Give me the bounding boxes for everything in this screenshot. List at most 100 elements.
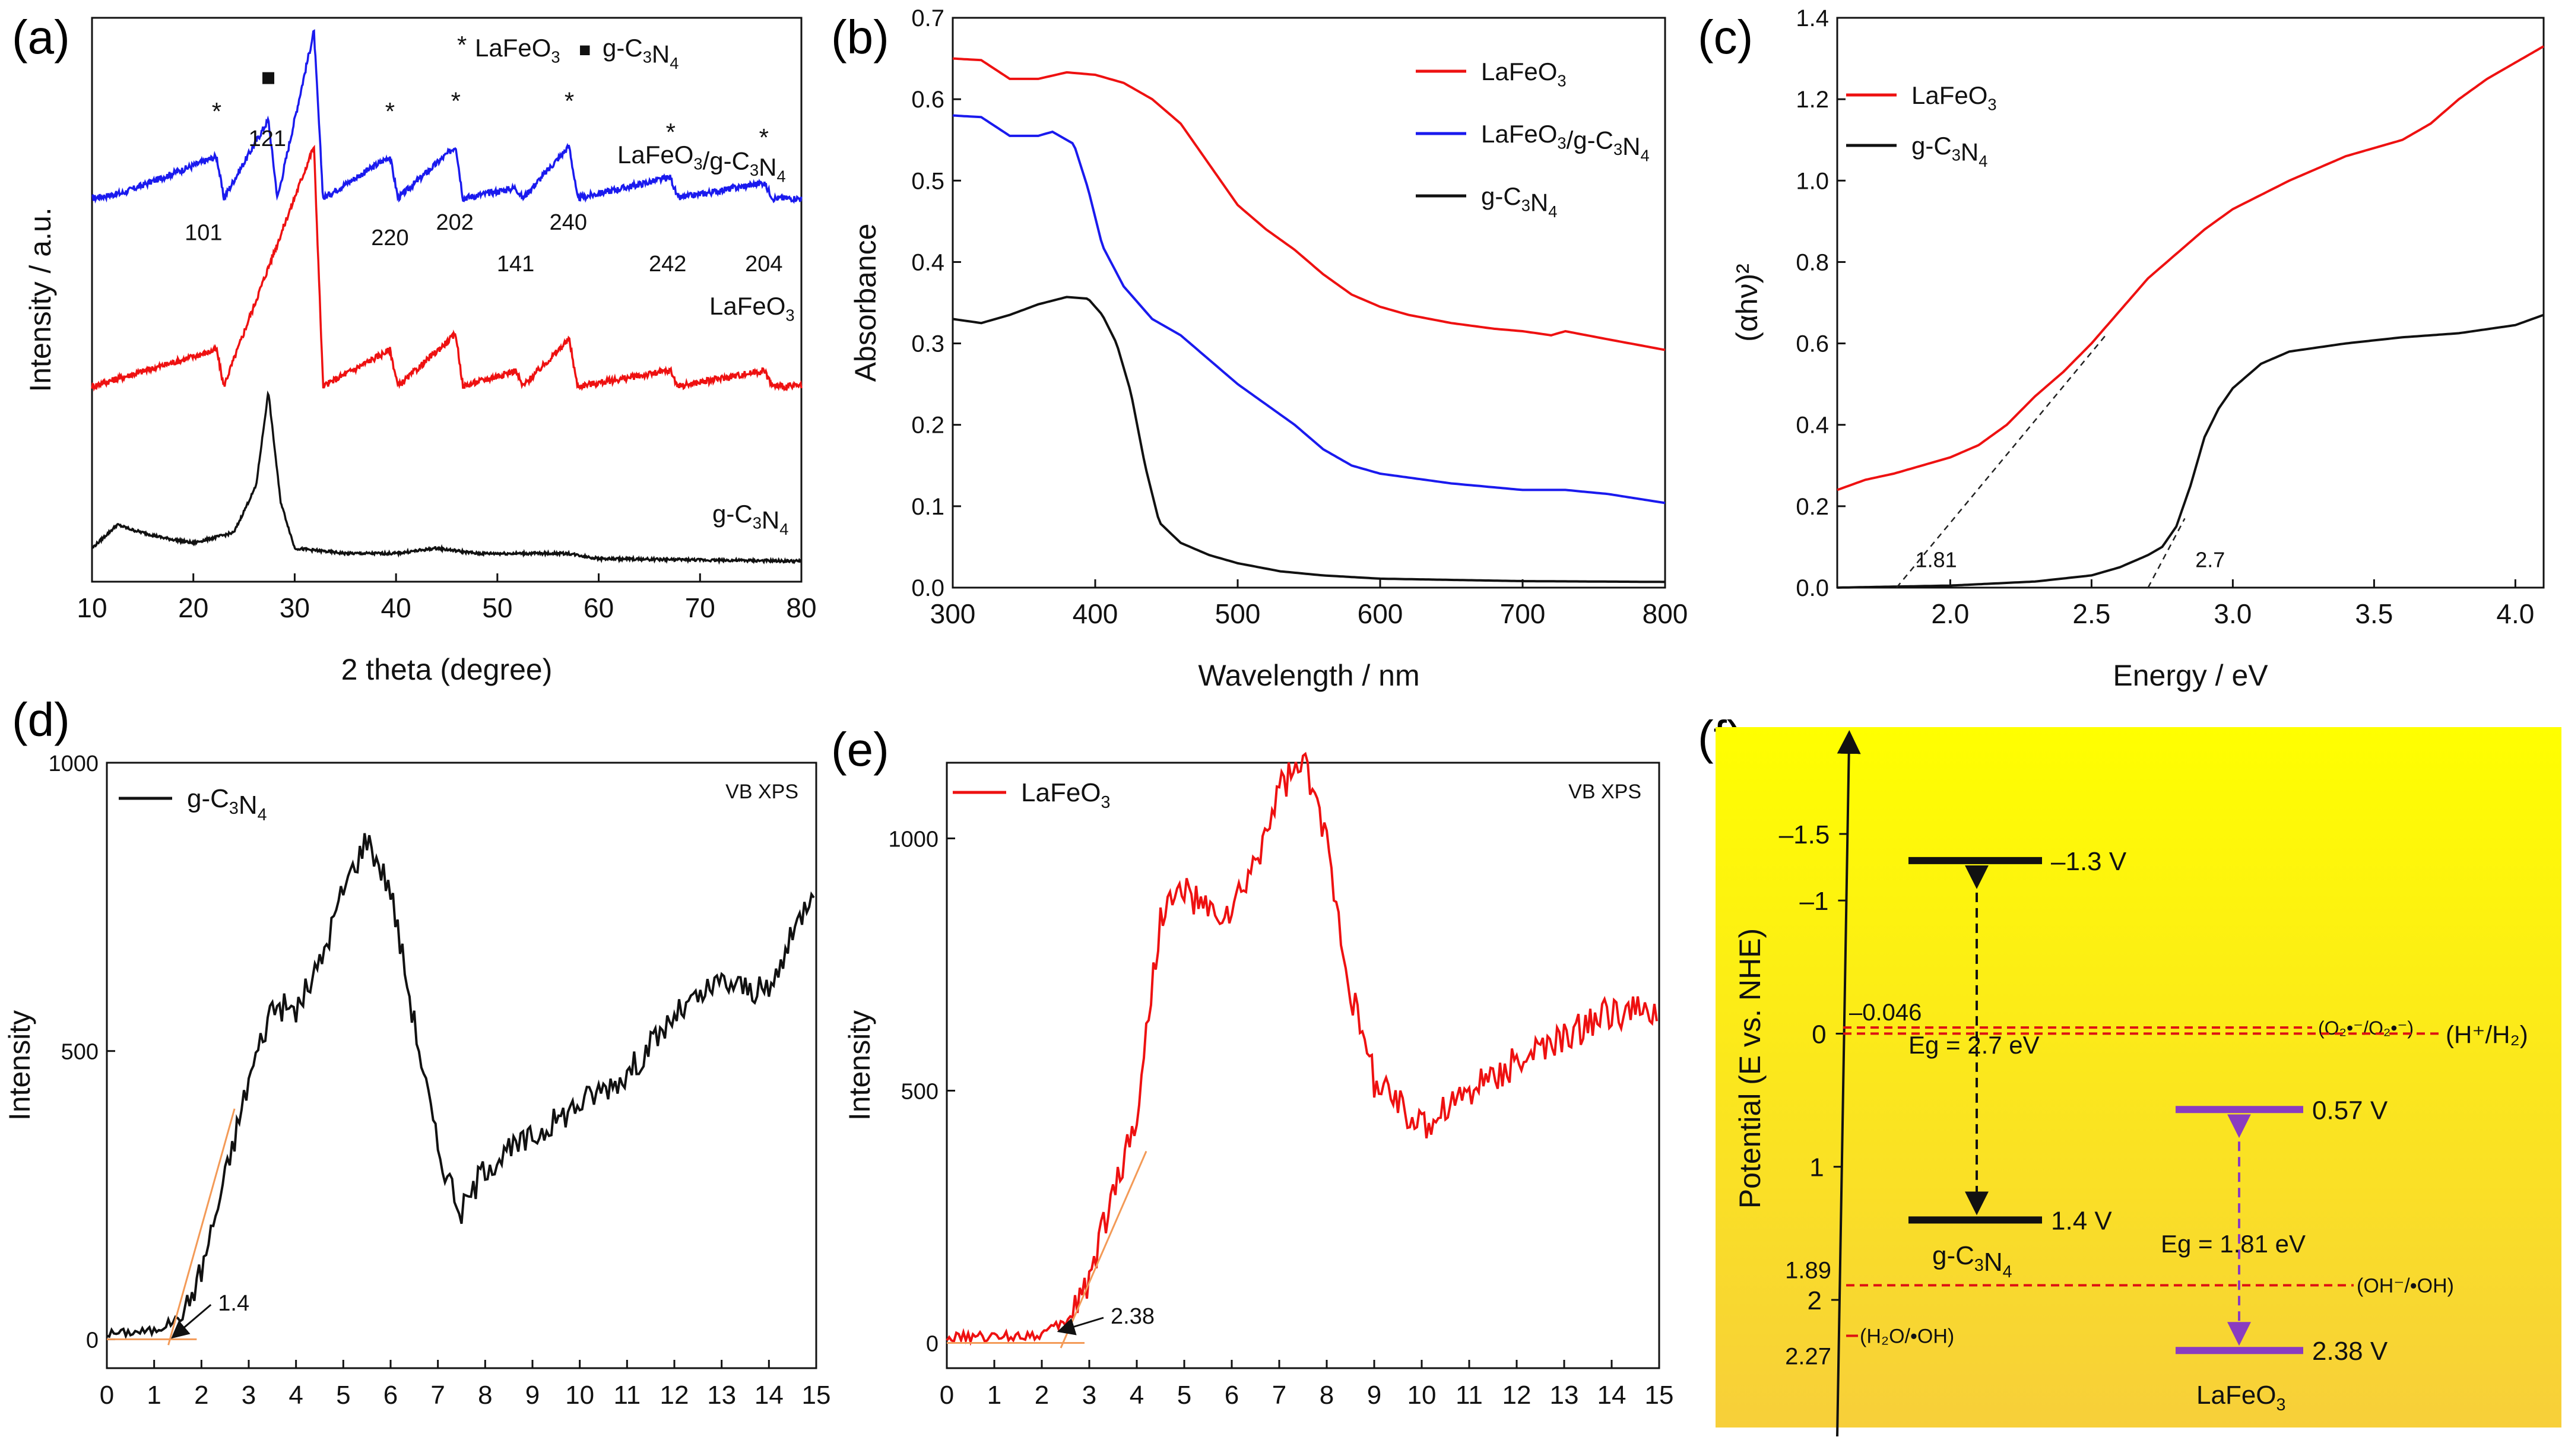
- x-axis-ticklabel: 10: [565, 1381, 594, 1410]
- x-axis-ticklabel: 13: [1550, 1381, 1579, 1410]
- peak-label-101: 101: [185, 220, 222, 245]
- peak-star-marker: *: [385, 97, 395, 125]
- label-lafeo3: LaFeO3: [709, 292, 795, 325]
- tangent-line: [2147, 518, 2186, 588]
- x-axis-ticklabel: 6: [1225, 1381, 1239, 1410]
- y-axis-ticklabel: 0.4: [911, 249, 944, 275]
- x-axis-ticklabel: 0: [940, 1381, 954, 1410]
- x-axis-ticklabel: 0: [100, 1381, 114, 1410]
- peak-star-marker: *: [212, 97, 221, 125]
- peak-label-202: 202: [436, 210, 473, 235]
- y-axis-ticklabel: 0: [86, 1328, 99, 1353]
- y-axis-label: Absorbance: [849, 224, 882, 382]
- y-axis-ticklabel: 0: [926, 1332, 939, 1357]
- x-axis-ticklabel: 4.0: [2496, 598, 2534, 629]
- y-axis-ticklabel: 0.0: [1796, 575, 1829, 601]
- y-axis-ticklabel: 500: [901, 1080, 939, 1105]
- y-axis-ticklabel: 0.1: [911, 494, 944, 520]
- x-axis-ticklabel: 10: [1407, 1381, 1437, 1410]
- x-axis-ticklabel: 2: [1035, 1381, 1049, 1410]
- legend-label-LaFeO3/g-C3N4: LaFeO3/g-C3N4: [1481, 120, 1650, 165]
- y-axis-ticklabel: 0.2: [911, 413, 944, 439]
- y-axis-ticklabel: 0.6: [911, 87, 944, 113]
- y-axis-ticklabel: 0.8: [1796, 249, 1829, 275]
- y-ticklabel: 2: [1807, 1286, 1821, 1315]
- diagram-background: [1716, 727, 2561, 1428]
- x-axis-ticklabel: 15: [802, 1381, 831, 1410]
- tangent-label-2.7: 2.7: [2195, 548, 2225, 572]
- series-line-g-C3N4: [1837, 313, 2544, 589]
- y-axis-ticklabel: 0.4: [1796, 413, 1829, 439]
- chart-d-vb-xps-gcn: 012345678910111213141505001000Energy / e…: [3, 751, 831, 1410]
- x-axis-ticklabel: 4: [1130, 1381, 1144, 1410]
- peak-star-marker: *: [309, 0, 319, 10]
- onset-label: 1.4: [218, 1291, 249, 1316]
- x-axis-ticklabel: 80: [786, 592, 816, 623]
- y-axis-ticklabel: 0.2: [1796, 494, 1829, 520]
- peak-square-marker: [262, 72, 275, 84]
- y-axis-ticklabel: 1.4: [1796, 5, 1829, 31]
- tangent-fit-line: [1060, 1150, 1147, 1349]
- y-axis-label: Intensity / a.u.: [24, 207, 57, 392]
- gcn-vb-label: 1.4 V: [2051, 1206, 2112, 1235]
- x-axis-ticklabel: 12: [1502, 1381, 1532, 1410]
- chart-c-tauc: 2.0 2.5 3.0 3.5 4.0 0.0 0.2 0.4 0.6 0.8 1.0 1.2 1.4 E…: [1730, 5, 2545, 692]
- axes-frame: [91, 17, 803, 583]
- tangent-fit-line: [167, 1108, 236, 1346]
- legend-gcn-label: g-C3N4: [603, 34, 678, 72]
- tick-label-1-89: 1.89: [1785, 1257, 1831, 1283]
- series-line-LaFeO3: [952, 57, 1666, 351]
- y-axis-ticklabel: 0.7: [911, 5, 944, 31]
- peak-star-marker: *: [759, 123, 769, 151]
- tangent-line: [1895, 335, 2107, 588]
- x-axis-ticklabel: 7: [430, 1381, 445, 1410]
- series-line-g-C3N4: [106, 833, 815, 1340]
- label-composite: LaFeO3/g-C3N4: [617, 141, 786, 186]
- redox-label-o2: (O₂•⁻/O₂•⁻): [2318, 1017, 2414, 1039]
- x-axis-ticklabel: 600: [1358, 598, 1403, 629]
- y-axis-ticklabel: 0.3: [911, 331, 944, 357]
- peak-label-121: 121: [249, 126, 286, 151]
- panel-label-d: (d): [12, 693, 70, 746]
- panel-label-b: (b): [831, 11, 889, 64]
- x-axis-ticklabel: 1: [987, 1381, 1001, 1410]
- y-axis-ticklabel: 1000: [888, 827, 939, 852]
- axes-frame: [1836, 17, 2545, 589]
- x-axis-ticklabel: 3: [1082, 1381, 1096, 1410]
- peak-label-204: 204: [745, 252, 782, 277]
- x-axis-ticklabel: 400: [1073, 598, 1118, 629]
- x-axis-ticklabel: 800: [1643, 598, 1688, 629]
- chart-b-absorbance: 300 400 500 600 700 800 0.0 0.1 0.2 0.3 0.4 0.5 0.6 0…: [849, 5, 1688, 692]
- y-ticklabel: –1: [1799, 887, 1828, 916]
- x-axis-ticklabel: 30: [280, 592, 310, 623]
- legend-label: g-C3N4: [187, 784, 267, 824]
- redox-label-h2: (H⁺/H₂): [2446, 1020, 2528, 1048]
- lafeo3-vb-label: 2.38 V: [2312, 1337, 2388, 1366]
- x-axis-ticklabel: 5: [1177, 1381, 1191, 1410]
- y-axis-ticklabel: 1.2: [1796, 87, 1829, 113]
- panel-label-c: (c): [1698, 11, 1753, 64]
- y-axis-ticklabel: 0.0: [911, 575, 944, 601]
- x-axis-label: 2 theta (degree): [341, 653, 553, 686]
- gcn-cb-label: –1.3 V: [2051, 847, 2127, 876]
- series-line-LaFeO3: [91, 144, 803, 392]
- x-axis-ticklabel: 700: [1500, 598, 1546, 629]
- panel-label-a: (a): [12, 11, 70, 64]
- y-axis-label: Potential (E vs. NHE): [1733, 928, 1767, 1208]
- onset-label: 2.38: [1111, 1304, 1155, 1329]
- x-axis-ticklabel: 7: [1272, 1381, 1286, 1410]
- x-axis-ticklabel: 11: [613, 1381, 641, 1410]
- x-axis-label: Energy / eV: [2113, 659, 2268, 692]
- redox-label-oh: (OH⁻/•OH): [2357, 1274, 2454, 1297]
- chart-e-vb-xps-lafeo3: 012345678910111213141505001000Energy / e…: [843, 751, 1673, 1410]
- series-line-g-C3N4: [91, 390, 803, 565]
- x-axis-ticklabel: 60: [584, 592, 614, 623]
- panel-label-e: (e): [831, 723, 889, 776]
- axes-frame: [952, 17, 1666, 589]
- tick-label-2-27: 2.27: [1785, 1344, 1831, 1370]
- corner-label: VB XPS: [1568, 781, 1641, 803]
- peak-star-marker: *: [666, 118, 676, 146]
- x-axis-ticklabel: 8: [1320, 1381, 1334, 1410]
- legend-lafeo3-label: LaFeO3: [475, 34, 560, 66]
